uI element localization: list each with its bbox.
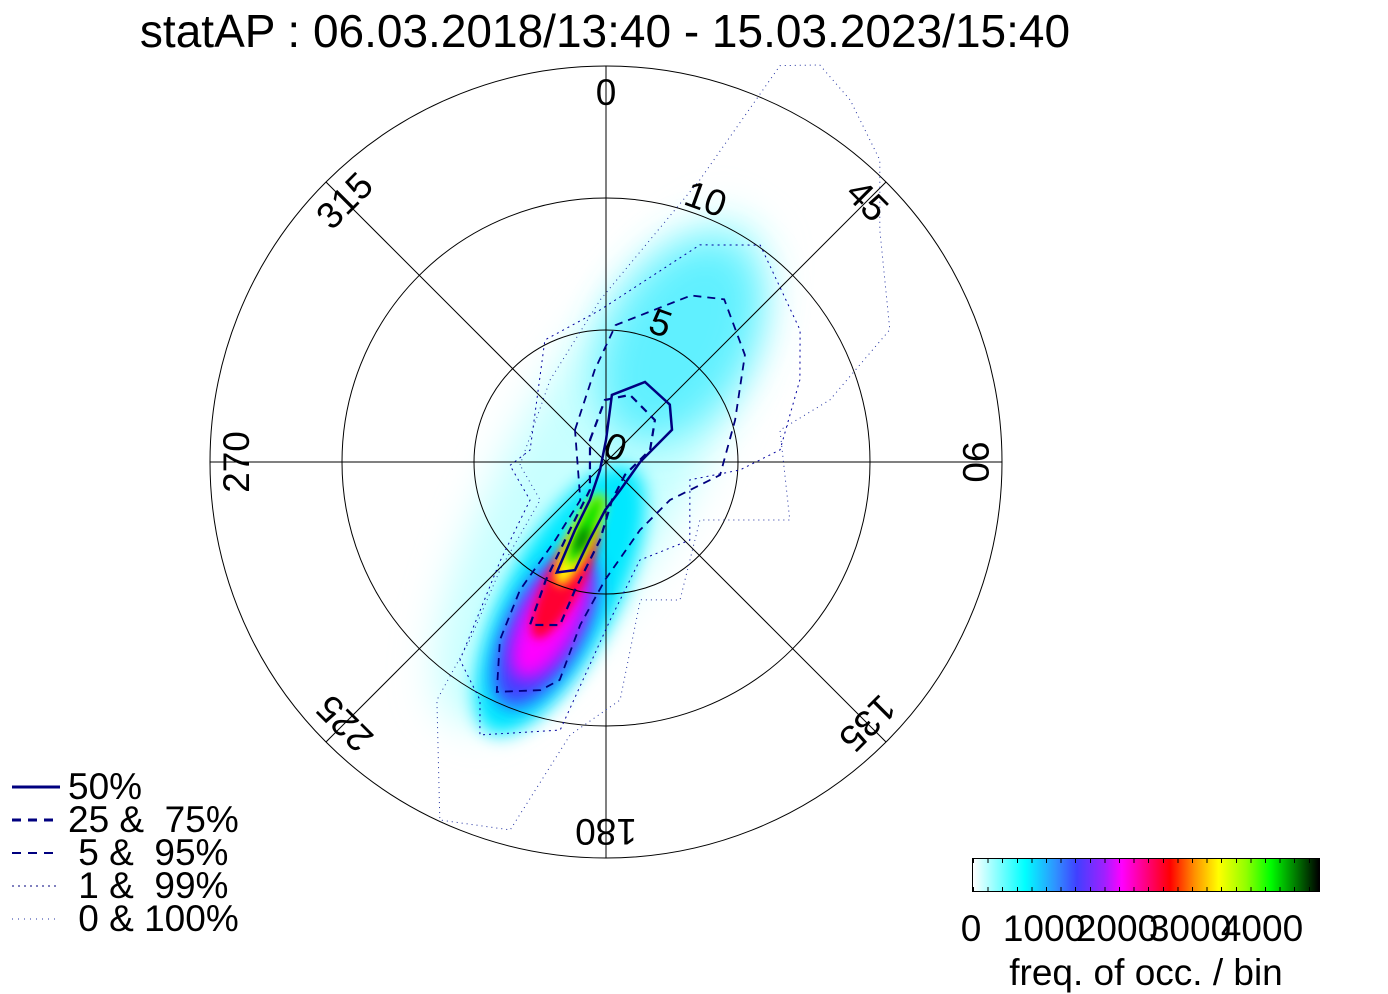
colorbar-tick-label: 4000 — [1220, 908, 1304, 949]
legend-line-dashed-thin — [12, 851, 60, 854]
contour-1-99 — [459, 244, 801, 736]
legend-item-0-100: 0 & 100% — [10, 900, 239, 937]
angle-tick-label: 180 — [575, 811, 637, 852]
legend-item-25-75: 25 & 75% — [10, 801, 239, 838]
legend-line-dotted-faint — [12, 918, 60, 919]
legend: 50% 25 & 75% 5 & 95% 1 & 99% 0 & 100% — [10, 768, 239, 937]
legend-line-solid — [12, 785, 60, 788]
legend-line-dashed — [12, 818, 60, 821]
colorbar — [972, 858, 1320, 892]
contour-50 — [554, 380, 674, 575]
legend-item-50: 50% — [10, 768, 239, 805]
colorbar-ticks-bottom — [973, 887, 1319, 891]
angle-tick-label: 270 — [216, 431, 257, 493]
angle-tick-label: 0 — [596, 72, 617, 113]
colorbar-tick-label: 2000 — [1075, 908, 1159, 949]
colorbar-tick-label: 0 — [960, 908, 982, 949]
contour-5-95 — [495, 294, 746, 693]
spoke-line — [325, 181, 887, 743]
colorbar-tick-label: 3000 — [1148, 908, 1232, 949]
polar-grid — [209, 65, 1003, 859]
contour-0-100 — [436, 64, 891, 831]
density-halo-upper — [598, 238, 762, 442]
angle-tick-label: 90 — [955, 441, 996, 482]
contour-25-75 — [528, 393, 657, 627]
chart-title: statAP : 06.03.2018/13:40 - 15.03.2023/1… — [139, 5, 1071, 57]
colorbar-tick-label: 1000 — [1002, 908, 1086, 949]
contour-lines — [436, 64, 891, 831]
legend-line-dotted — [12, 885, 60, 886]
colorbar-title: freq. of occ. / bin — [1009, 952, 1283, 993]
legend-item-1-99: 1 & 99% — [10, 867, 239, 904]
legend-item-5-95: 5 & 95% — [10, 834, 239, 871]
density-dark-peak — [575, 527, 589, 553]
colorbar-ticks-top — [973, 859, 1319, 863]
